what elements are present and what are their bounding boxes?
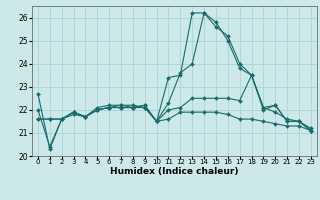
X-axis label: Humidex (Indice chaleur): Humidex (Indice chaleur) xyxy=(110,167,239,176)
